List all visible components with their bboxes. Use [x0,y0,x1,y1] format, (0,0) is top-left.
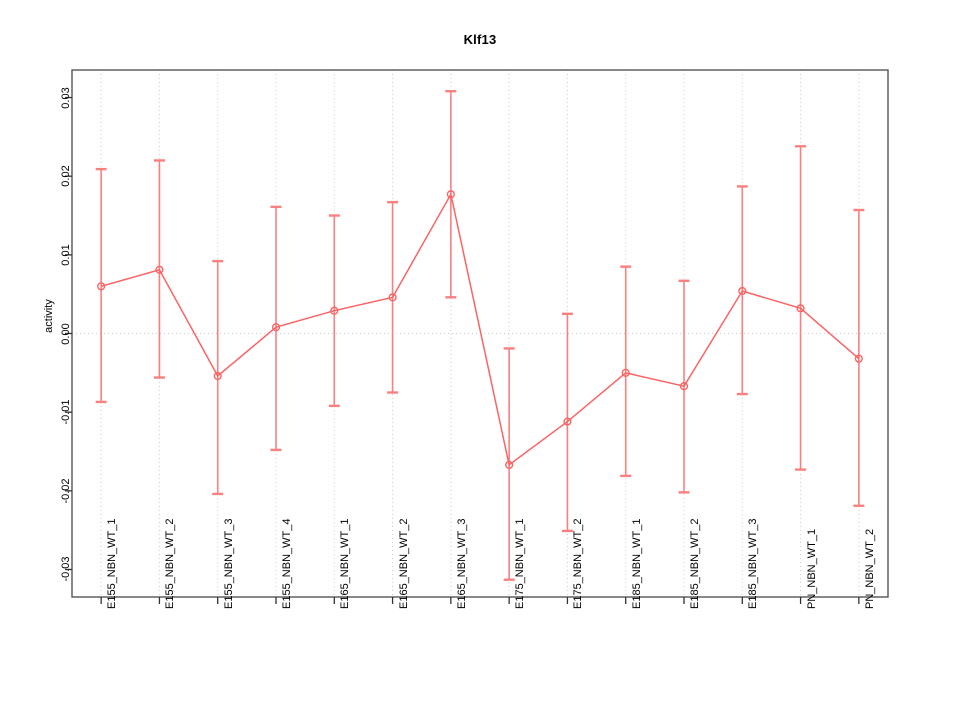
x-tick-label: E185_NBN_WT_2 [689,518,701,610]
x-tick-label: PN_NBN_WT_1 [805,528,818,609]
y-tick-label: -0.03 [60,556,72,583]
data-line [100,192,860,467]
error-bars [95,90,865,581]
x-tick-label: E185_NBN_WT_3 [747,518,760,610]
y-tick-label: 0.01 [60,244,72,266]
y-tick-label: -0.02 [60,478,72,504]
data-markers [97,190,863,469]
y-tick-label: 0.00 [60,322,72,345]
x-tick-label: E155_NBN_WT_1 [106,518,119,610]
page-title: Klf13 [463,32,497,47]
y-tick-label: -0.01 [60,399,72,425]
x-tick-label: E165_NBN_WT_1 [339,518,352,610]
x-tick-label: PN_NBN_WT_2 [863,528,876,609]
x-tick-label: E165_NBN_WT_3 [455,518,468,610]
y-tick-label: 0.02 [60,165,72,187]
x-tick-label: E165_NBN_WT_2 [397,518,410,610]
x-tick-label: E175_NBN_WT_2 [572,518,585,610]
x-tick-label: E155_NBN_WT_4 [281,518,293,610]
gridlines [72,70,888,597]
axis-frame [65,69,889,604]
x-tick-label: E155_NBN_WT_2 [164,518,177,610]
x-tick-label: E185_NBN_WT_1 [630,518,643,610]
x-tick-label: E155_NBN_WT_3 [222,518,235,610]
y-tick-label: 0.03 [60,86,72,109]
x-tick-label: E175_NBN_WT_1 [514,518,527,610]
